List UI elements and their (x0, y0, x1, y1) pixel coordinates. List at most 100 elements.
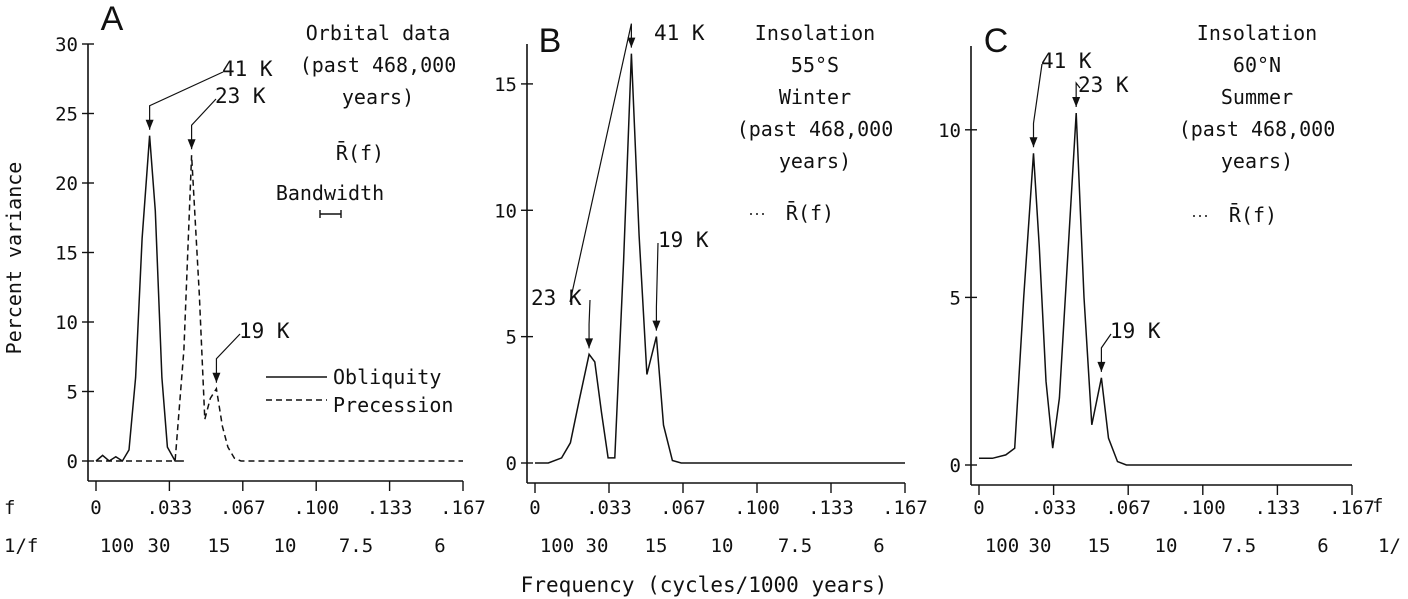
peak-arrowhead (145, 119, 154, 130)
peak-arrow (149, 71, 224, 130)
peak-label: 19 K (239, 319, 290, 343)
y-tick-label: 5 (67, 382, 78, 404)
peak-label: 41 K (654, 21, 705, 45)
panel-letter: B (539, 22, 562, 60)
y-tick-label: 25 (55, 104, 78, 126)
x-tick-label: .033 (147, 497, 193, 519)
peak-arrowhead (1072, 97, 1081, 108)
peak-arrowhead (627, 37, 636, 48)
peak-label: 23 K (531, 286, 582, 310)
period-label: 100 (540, 535, 574, 557)
period-label: 15 (208, 535, 231, 557)
peak-arrowhead (212, 372, 221, 383)
y-tick-label: 30 (55, 34, 78, 56)
series-line-precession (96, 155, 463, 462)
peak-label: 23 K (215, 84, 266, 108)
x-tick-label: .133 (808, 497, 854, 519)
y-tick-label: 15 (55, 243, 78, 265)
period-label: 6 (434, 535, 445, 557)
panel-note-line: 55°S (791, 53, 839, 77)
peak-label: 41 K (1041, 49, 1092, 73)
period-row-label: 1/ (1378, 535, 1401, 557)
y-tick-label: 5 (950, 287, 961, 309)
period-row-label: 1/f (4, 535, 38, 557)
y-tick-label: 10 (938, 120, 961, 142)
peak-label: 19 K (1110, 319, 1161, 343)
panel-note-line: Winter (779, 85, 851, 109)
x-tick-label: .067 (1105, 497, 1151, 519)
x-tick-label: 0 (973, 497, 984, 519)
period-label: 6 (1317, 535, 1328, 557)
period-label: 7.5 (1222, 535, 1256, 557)
period-label: 30 (586, 535, 609, 557)
x-tick-label: .133 (367, 497, 413, 519)
series-line-spectrum (979, 112, 1352, 466)
x-tick-label: .100 (734, 497, 780, 519)
x-tick-label: .167 (1329, 497, 1375, 519)
period-label: 7.5 (339, 535, 373, 557)
f-row-label: f (1372, 495, 1383, 517)
series-line-obliquity (95, 135, 184, 463)
period-label: 15 (1088, 535, 1111, 557)
series-line-spectrum (535, 53, 905, 464)
y-tick-label: 10 (494, 200, 517, 222)
period-label: 10 (1155, 535, 1178, 557)
resolution-label: R̄(f) (1229, 202, 1277, 227)
peak-arrow (215, 333, 241, 383)
period-label: 10 (711, 535, 734, 557)
peak-arrowhead (187, 139, 196, 150)
panel-note-line: years) (1221, 149, 1293, 173)
peak-arrowhead (585, 338, 594, 349)
period-label: 100 (100, 535, 134, 557)
panel-note-line: (past 468,000 (300, 53, 457, 77)
period-label: 15 (645, 535, 668, 557)
resolution-label: R̄(f) (786, 200, 834, 225)
panel-note-line: years) (779, 149, 851, 173)
period-label: 7.5 (778, 535, 812, 557)
panel-note-line: (past 468,000 (737, 117, 894, 141)
x-tick-label: .167 (440, 497, 486, 519)
period-label: 10 (274, 535, 297, 557)
peak-label: 41 K (222, 57, 273, 81)
x-tick-label: .100 (293, 497, 339, 519)
y-tick-label: 0 (67, 451, 78, 473)
x-tick-label: .133 (1255, 497, 1301, 519)
period-label: 100 (985, 535, 1019, 557)
period-label: 30 (1029, 535, 1052, 557)
panel-b: 0 5 10 15 0 .033 .067 .100 .133 .167 100 30 15 10 7.5 6… (494, 21, 928, 557)
bandwidth-label: Bandwidth (276, 181, 384, 205)
x-tick-label: .067 (220, 497, 266, 519)
panel-note-line: Summer (1221, 85, 1293, 109)
legend-label-precession: Precession (333, 393, 453, 417)
peak-label: 23 K (1078, 73, 1129, 97)
panel-note-line: Insolation (755, 21, 875, 45)
x-axis-label: Frequency (cycles/1000 years) (521, 573, 888, 597)
peak-arrow (1032, 63, 1043, 148)
peak-arrow (190, 98, 217, 150)
y-tick-label: 0 (506, 453, 517, 475)
f-row-label: f (4, 497, 15, 519)
panel-note-line: Insolation (1197, 21, 1317, 45)
y-tick-label: 0 (950, 455, 961, 477)
panel-note-line: (past 468,000 (1179, 117, 1336, 141)
y-tick-label: 10 (55, 312, 78, 334)
peak-arrow (655, 242, 659, 331)
x-tick-label: .033 (586, 497, 632, 519)
x-tick-label: 0 (90, 497, 101, 519)
panel-letter: A (101, 0, 124, 38)
period-label: 30 (148, 535, 171, 557)
resolution-label: R̄(f) (336, 140, 384, 165)
panel-note-line: Orbital data (306, 21, 451, 45)
peak-arrowhead (652, 320, 661, 331)
panel-letter: C (984, 22, 1009, 60)
panel-note-line: 60°N (1233, 53, 1281, 77)
y-tick-label: 15 (494, 74, 517, 96)
legend-label-obliquity: Obliquity (333, 365, 441, 389)
x-tick-label: .167 (882, 497, 928, 519)
x-tick-label: .033 (1031, 497, 1077, 519)
y-tick-label: 20 (55, 173, 78, 195)
y-axis-label: Percent variance (2, 162, 26, 355)
